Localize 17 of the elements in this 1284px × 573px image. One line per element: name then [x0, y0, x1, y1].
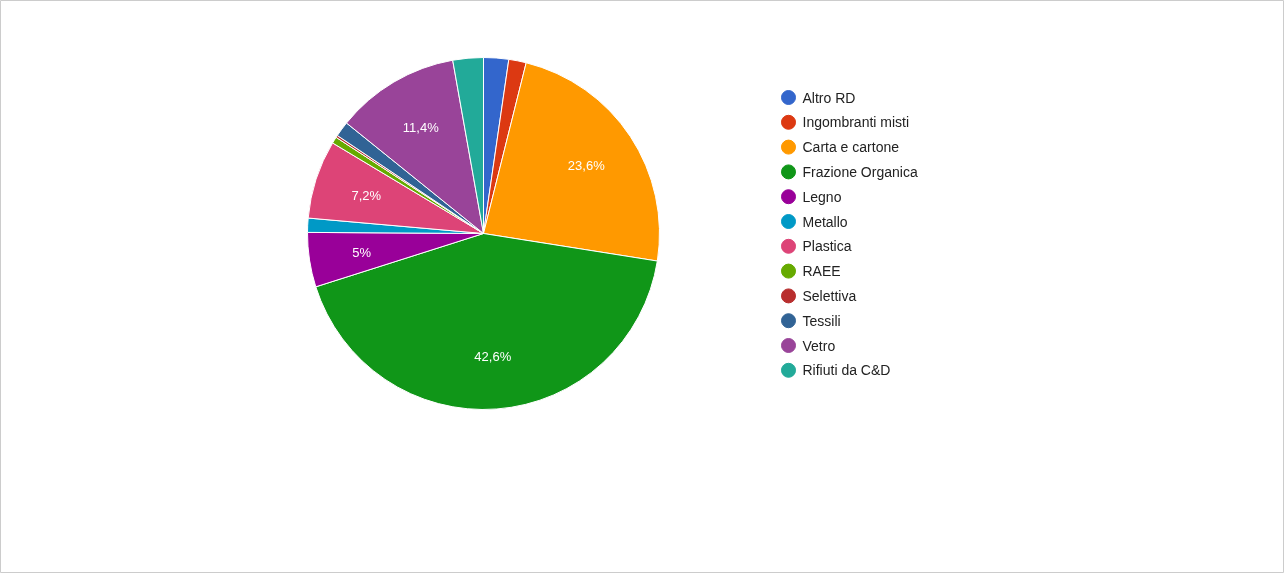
- data-label: 23,6%: [567, 158, 606, 174]
- data-label: 5%: [352, 244, 372, 260]
- legend-label: Rifiuti da C&D: [802, 362, 891, 379]
- legend-label: Vetro: [802, 337, 836, 354]
- data-label: 7,2%: [351, 187, 382, 203]
- legend-label: Altro RD: [802, 89, 856, 106]
- data-label: 42,6%: [474, 348, 512, 364]
- legend-label: RAEE: [802, 263, 841, 280]
- legend-label: Metallo: [802, 213, 848, 230]
- legend-label: Carta e cartone: [802, 139, 900, 156]
- legend-label: Plastica: [802, 238, 852, 255]
- legend-label: Frazione Organica: [802, 163, 918, 180]
- legend-label: Selettiva: [802, 287, 857, 304]
- data-label: 11,4%: [402, 119, 440, 135]
- legend-label: Legno: [802, 188, 842, 205]
- legend-label: Tessili: [802, 312, 841, 329]
- legend-label: Ingombranti misti: [802, 114, 910, 131]
